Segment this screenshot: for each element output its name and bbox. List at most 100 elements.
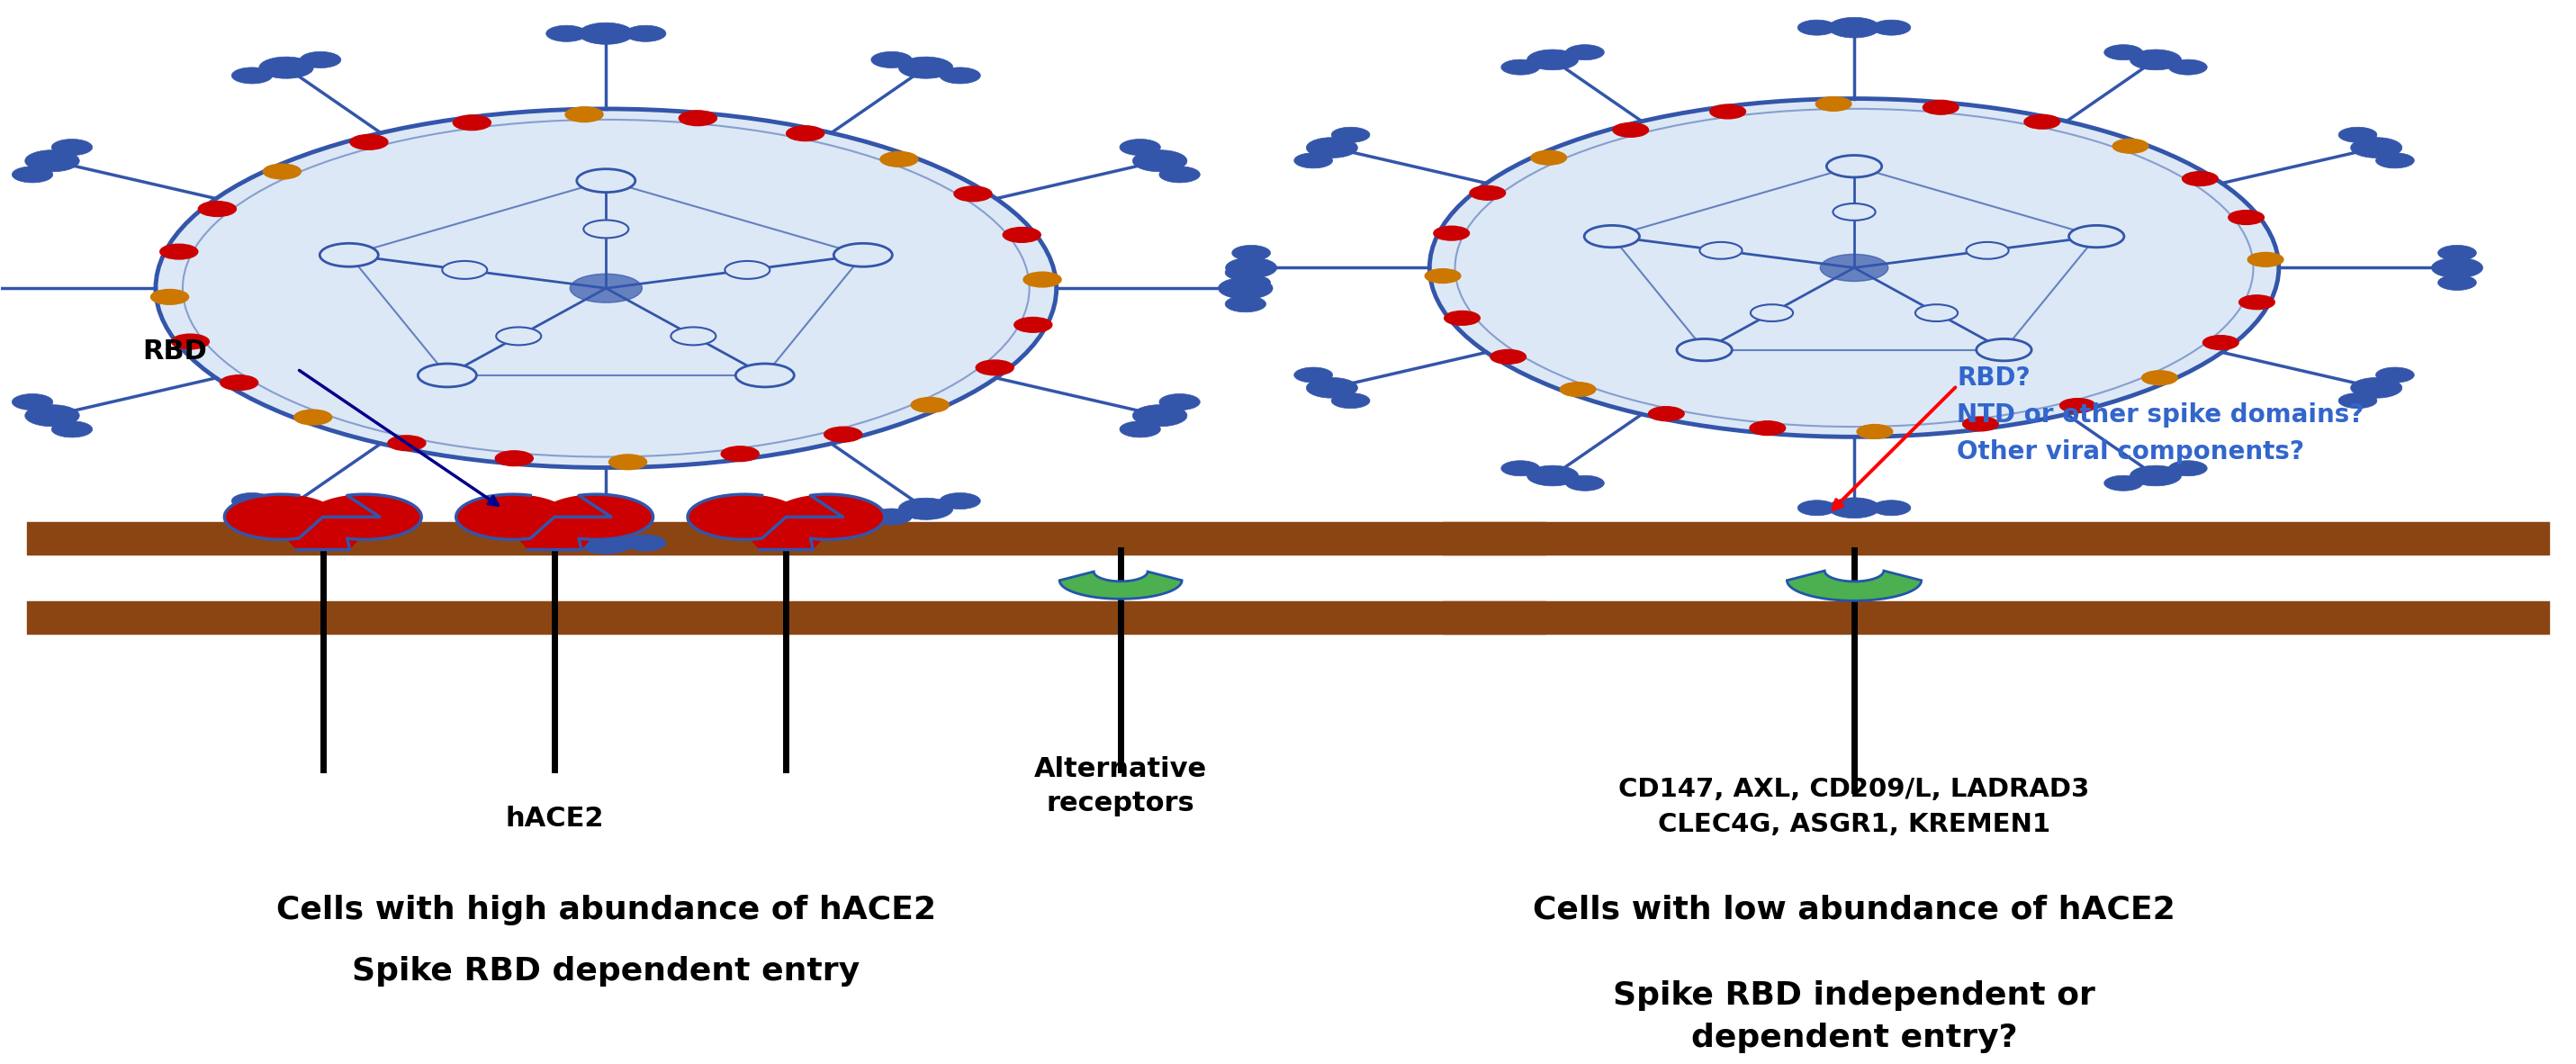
Circle shape — [1023, 272, 1061, 287]
Circle shape — [953, 186, 992, 201]
Polygon shape — [2169, 60, 2208, 74]
Circle shape — [835, 244, 891, 267]
Circle shape — [670, 327, 716, 345]
Circle shape — [1857, 425, 1893, 438]
Polygon shape — [541, 495, 654, 539]
Polygon shape — [1293, 367, 1332, 383]
Polygon shape — [1159, 394, 1200, 410]
Circle shape — [219, 376, 258, 390]
Polygon shape — [2105, 476, 2143, 491]
Text: CD147, AXL, CD209/L, LADRAD3
CLEC4G, ASGR1, KREMEN1: CD147, AXL, CD209/L, LADRAD3 CLEC4G, ASG… — [1618, 777, 2089, 837]
Circle shape — [2249, 252, 2282, 267]
Circle shape — [350, 134, 389, 150]
Polygon shape — [497, 496, 611, 517]
Polygon shape — [546, 26, 587, 41]
Polygon shape — [301, 52, 340, 68]
Polygon shape — [626, 26, 667, 41]
Polygon shape — [1231, 245, 1270, 261]
Circle shape — [443, 261, 487, 279]
Circle shape — [1821, 254, 1888, 281]
Polygon shape — [1306, 137, 1358, 157]
Text: hACE2: hACE2 — [505, 805, 603, 832]
Polygon shape — [1332, 127, 1370, 143]
Text: Alternative
receptors: Alternative receptors — [1033, 755, 1208, 816]
Polygon shape — [26, 150, 80, 171]
Polygon shape — [1829, 17, 1880, 38]
Circle shape — [319, 244, 379, 267]
Circle shape — [497, 327, 541, 345]
Polygon shape — [2352, 137, 2401, 157]
Circle shape — [1976, 338, 2032, 361]
Circle shape — [1613, 122, 1649, 137]
Polygon shape — [2437, 245, 2476, 261]
Polygon shape — [580, 22, 634, 45]
Polygon shape — [265, 517, 379, 550]
Circle shape — [1749, 421, 1785, 435]
Polygon shape — [688, 495, 801, 539]
Polygon shape — [1829, 498, 1880, 518]
Polygon shape — [2375, 153, 2414, 168]
Circle shape — [453, 115, 492, 130]
Circle shape — [2061, 398, 2094, 413]
Text: Spike RBD dependent entry: Spike RBD dependent entry — [353, 955, 860, 986]
Polygon shape — [1121, 421, 1162, 437]
Polygon shape — [1873, 20, 1911, 35]
Polygon shape — [2432, 257, 2483, 278]
Circle shape — [976, 360, 1015, 376]
Polygon shape — [301, 509, 340, 525]
Polygon shape — [232, 67, 273, 84]
Polygon shape — [580, 532, 634, 554]
Polygon shape — [1798, 500, 1837, 516]
Polygon shape — [13, 166, 54, 183]
Text: Cells with high abundance of hACE2: Cells with high abundance of hACE2 — [276, 895, 935, 925]
Polygon shape — [456, 495, 569, 539]
Polygon shape — [2375, 367, 2414, 383]
Polygon shape — [1502, 461, 1540, 476]
Circle shape — [173, 334, 209, 349]
Polygon shape — [940, 67, 981, 84]
Circle shape — [1826, 155, 1883, 178]
Circle shape — [2182, 171, 2218, 186]
Circle shape — [1917, 304, 1958, 321]
Circle shape — [2141, 370, 2177, 385]
Circle shape — [881, 152, 917, 167]
Polygon shape — [1566, 476, 1605, 491]
Circle shape — [608, 454, 647, 469]
Polygon shape — [1231, 275, 1270, 290]
Polygon shape — [52, 421, 93, 437]
Polygon shape — [1528, 465, 1579, 486]
Circle shape — [1492, 350, 1525, 364]
Circle shape — [160, 244, 198, 260]
Polygon shape — [1133, 404, 1188, 427]
Polygon shape — [1226, 264, 1265, 281]
Polygon shape — [1502, 60, 1540, 74]
Circle shape — [1965, 242, 2009, 259]
Circle shape — [724, 261, 770, 279]
Circle shape — [1816, 97, 1852, 111]
Polygon shape — [260, 56, 314, 79]
Polygon shape — [729, 496, 842, 517]
Polygon shape — [626, 535, 667, 551]
Circle shape — [1445, 311, 1481, 326]
Circle shape — [585, 220, 629, 238]
Polygon shape — [232, 493, 273, 509]
Circle shape — [564, 107, 603, 122]
Polygon shape — [1873, 500, 1911, 516]
Polygon shape — [899, 56, 953, 79]
Polygon shape — [1059, 571, 1182, 599]
Circle shape — [417, 364, 477, 387]
Circle shape — [1649, 406, 1685, 421]
Polygon shape — [13, 394, 54, 410]
Circle shape — [737, 364, 793, 387]
Polygon shape — [1306, 378, 1358, 398]
Circle shape — [1677, 338, 1731, 361]
Polygon shape — [1133, 150, 1188, 171]
Polygon shape — [899, 498, 953, 519]
Polygon shape — [729, 517, 842, 550]
Text: RBD?
NTD or other spike domains?
Other viral components?: RBD? NTD or other spike domains? Other v… — [1958, 365, 2365, 465]
Polygon shape — [2130, 50, 2182, 70]
Polygon shape — [1528, 50, 1579, 70]
Text: Spike RBD independent or
dependent entry?: Spike RBD independent or dependent entry… — [1613, 980, 2094, 1053]
Polygon shape — [1566, 45, 1605, 60]
Polygon shape — [1226, 296, 1265, 312]
